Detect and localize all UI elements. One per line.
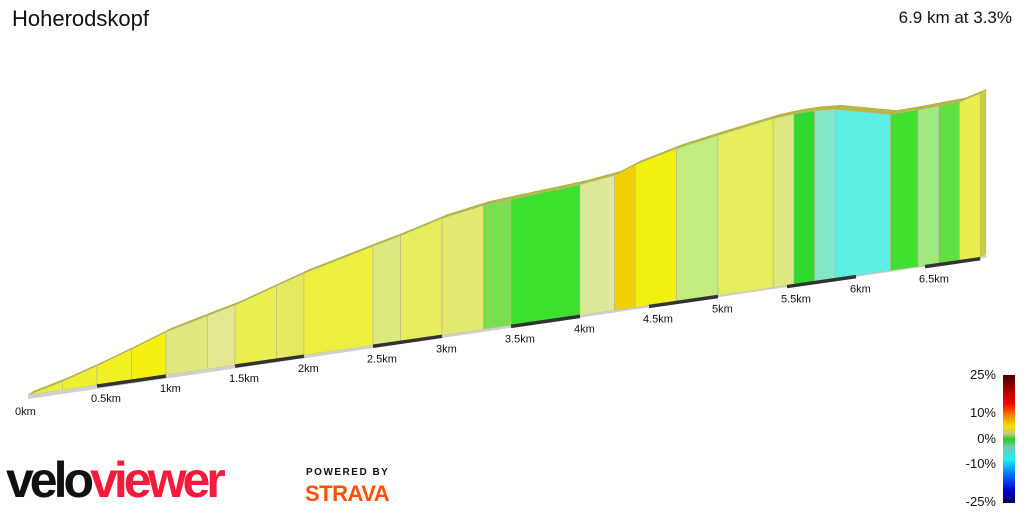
profile-segment [303,245,374,356]
x-tick-label: 6.5km [919,274,949,286]
x-tick-label: 5km [712,304,733,316]
baseline-km-band [96,374,167,388]
profile-segment [207,304,236,370]
x-tick-label: 2.5km [367,353,397,365]
x-tick-label: 2km [298,363,319,375]
legend-tick: 10% [969,405,996,420]
x-tick-label: 4km [574,323,595,335]
baseline-km-band [372,334,443,348]
segment-title: Hoherodskopf [12,6,149,31]
profile-segment [96,348,132,386]
profile-segment [793,110,815,285]
profile-segment [131,331,167,381]
profile-segment [890,109,919,271]
profile-segment [814,108,836,282]
strava-logo: STRAVA [305,481,390,506]
profile-segment [234,285,277,366]
x-tick-label: 1.5km [229,373,259,385]
legend-tick: 0% [977,431,996,446]
baseline-km-band [234,354,305,368]
profile-segment [634,148,677,308]
baseline-km-band [924,256,981,269]
x-tick-label: 0.5km [91,393,121,405]
segment-summary: 6.9 km at 3.3% [898,8,1012,27]
profile-segment [483,199,512,330]
profile-segment [165,315,208,376]
profile-segment [834,108,891,279]
profile-segment [579,174,615,316]
grade-color-legend-bar [1003,375,1015,503]
x-tick-label: 0km [15,406,36,418]
x-tick-label: 3km [436,343,457,355]
x-tick-label: 1km [160,383,181,395]
profile-segment [938,101,960,265]
legend-tick: -25% [965,494,996,509]
profile-segment [510,184,581,326]
profile-segment [441,205,484,336]
baseline-km-band [510,314,581,329]
x-tick-label: 5.5km [781,294,811,306]
x-tick-label: 3.5km [505,333,535,345]
veloviewer-logo: veloviewer [6,452,226,508]
x-tick-label: 6km [850,284,871,296]
powered-by-label: POWERED BY [306,467,390,478]
profile-segment [959,92,981,262]
baseline-km-band [648,294,719,309]
profile-segment [614,164,636,311]
profile-segment [400,217,443,342]
legend-tick: -10% [965,456,996,471]
baseline-km-band [786,274,857,289]
profile-segment [372,235,401,346]
profile-segment [276,272,305,360]
legend-tick: 25% [969,367,996,382]
profile-end-face [980,89,987,258]
profile-segment [717,118,774,296]
profile-segment [676,134,719,302]
profile-segment [917,105,940,267]
profile-segment [772,113,795,288]
x-tick-label: 4.5km [643,313,673,325]
